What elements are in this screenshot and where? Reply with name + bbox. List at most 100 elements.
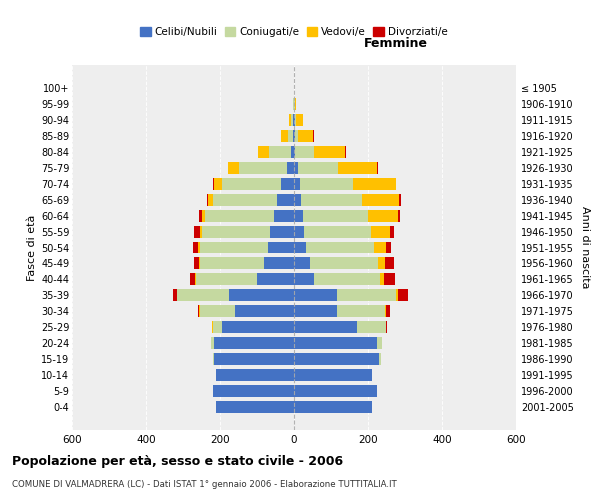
Bar: [301, 194, 362, 205]
Bar: [386, 306, 390, 318]
Bar: [222, 322, 294, 334]
Bar: [198, 242, 200, 254]
Bar: [294, 306, 337, 318]
Bar: [295, 114, 296, 126]
Y-axis label: Fasce di età: Fasce di età: [26, 214, 37, 280]
Bar: [257, 274, 294, 285]
Bar: [386, 322, 387, 334]
Bar: [196, 274, 257, 285]
Bar: [383, 274, 395, 285]
Bar: [294, 338, 377, 349]
Bar: [200, 306, 235, 318]
Bar: [294, 130, 295, 141]
Bar: [294, 210, 303, 222]
Bar: [380, 274, 383, 285]
Bar: [294, 242, 306, 254]
Bar: [398, 210, 400, 222]
Bar: [265, 258, 294, 270]
Bar: [228, 162, 239, 173]
Bar: [371, 226, 390, 237]
Bar: [357, 322, 386, 334]
Bar: [298, 130, 313, 141]
Bar: [270, 226, 294, 237]
Bar: [295, 146, 314, 158]
Bar: [212, 386, 294, 398]
Bar: [295, 130, 298, 141]
Bar: [208, 194, 212, 205]
Bar: [362, 194, 400, 205]
Bar: [294, 402, 372, 413]
Bar: [386, 242, 391, 254]
Bar: [288, 130, 293, 141]
Bar: [303, 210, 368, 222]
Bar: [294, 226, 304, 237]
Bar: [374, 242, 386, 254]
Bar: [281, 130, 288, 141]
Bar: [281, 178, 294, 190]
Bar: [211, 338, 214, 349]
Bar: [235, 306, 294, 318]
Bar: [314, 274, 380, 285]
Bar: [379, 354, 380, 366]
Text: Femmine: Femmine: [364, 38, 428, 51]
Bar: [304, 226, 371, 237]
Bar: [289, 114, 292, 126]
Text: COMUNE DI VALMADRERA (LC) - Dati ISTAT 1° gennaio 2006 - Elaborazione TUTTITALIA: COMUNE DI VALMADRERA (LC) - Dati ISTAT 1…: [12, 480, 397, 489]
Bar: [293, 130, 294, 141]
Bar: [268, 242, 294, 254]
Legend: Celibi/Nubili, Coniugati/e, Vedovi/e, Divorziati/e: Celibi/Nubili, Coniugati/e, Vedovi/e, Di…: [136, 23, 452, 41]
Bar: [385, 258, 394, 270]
Bar: [269, 146, 291, 158]
Bar: [193, 242, 198, 254]
Bar: [198, 306, 199, 318]
Bar: [287, 162, 294, 173]
Bar: [295, 98, 296, 110]
Bar: [216, 402, 294, 413]
Bar: [194, 258, 199, 270]
Bar: [212, 194, 277, 205]
Bar: [199, 258, 200, 270]
Bar: [299, 178, 353, 190]
Bar: [378, 258, 385, 270]
Y-axis label: Anni di nascita: Anni di nascita: [580, 206, 590, 289]
Bar: [293, 114, 294, 126]
Bar: [277, 194, 294, 205]
Bar: [291, 146, 294, 158]
Bar: [390, 226, 394, 237]
Bar: [202, 210, 205, 222]
Text: Popolazione per età, sesso e stato civile - 2006: Popolazione per età, sesso e stato civil…: [12, 455, 343, 468]
Bar: [200, 242, 268, 254]
Bar: [294, 354, 379, 366]
Bar: [214, 338, 294, 349]
Bar: [258, 146, 269, 158]
Bar: [212, 322, 222, 334]
Bar: [296, 114, 303, 126]
Bar: [214, 178, 222, 190]
Bar: [294, 194, 301, 205]
Bar: [294, 162, 298, 173]
Bar: [294, 146, 295, 158]
Bar: [239, 162, 287, 173]
Bar: [173, 290, 177, 302]
Bar: [214, 354, 294, 366]
Bar: [229, 290, 294, 302]
Bar: [294, 370, 372, 382]
Bar: [190, 274, 195, 285]
Bar: [222, 178, 281, 190]
Bar: [195, 274, 196, 285]
Bar: [298, 162, 338, 173]
Bar: [368, 210, 398, 222]
Bar: [194, 226, 200, 237]
Bar: [199, 210, 202, 222]
Bar: [398, 290, 409, 302]
Bar: [294, 178, 299, 190]
Bar: [200, 226, 202, 237]
Bar: [274, 210, 294, 222]
Bar: [205, 210, 274, 222]
Bar: [206, 194, 208, 205]
Bar: [385, 306, 386, 318]
Bar: [294, 290, 337, 302]
Bar: [338, 162, 377, 173]
Bar: [397, 290, 398, 302]
Bar: [400, 194, 401, 205]
